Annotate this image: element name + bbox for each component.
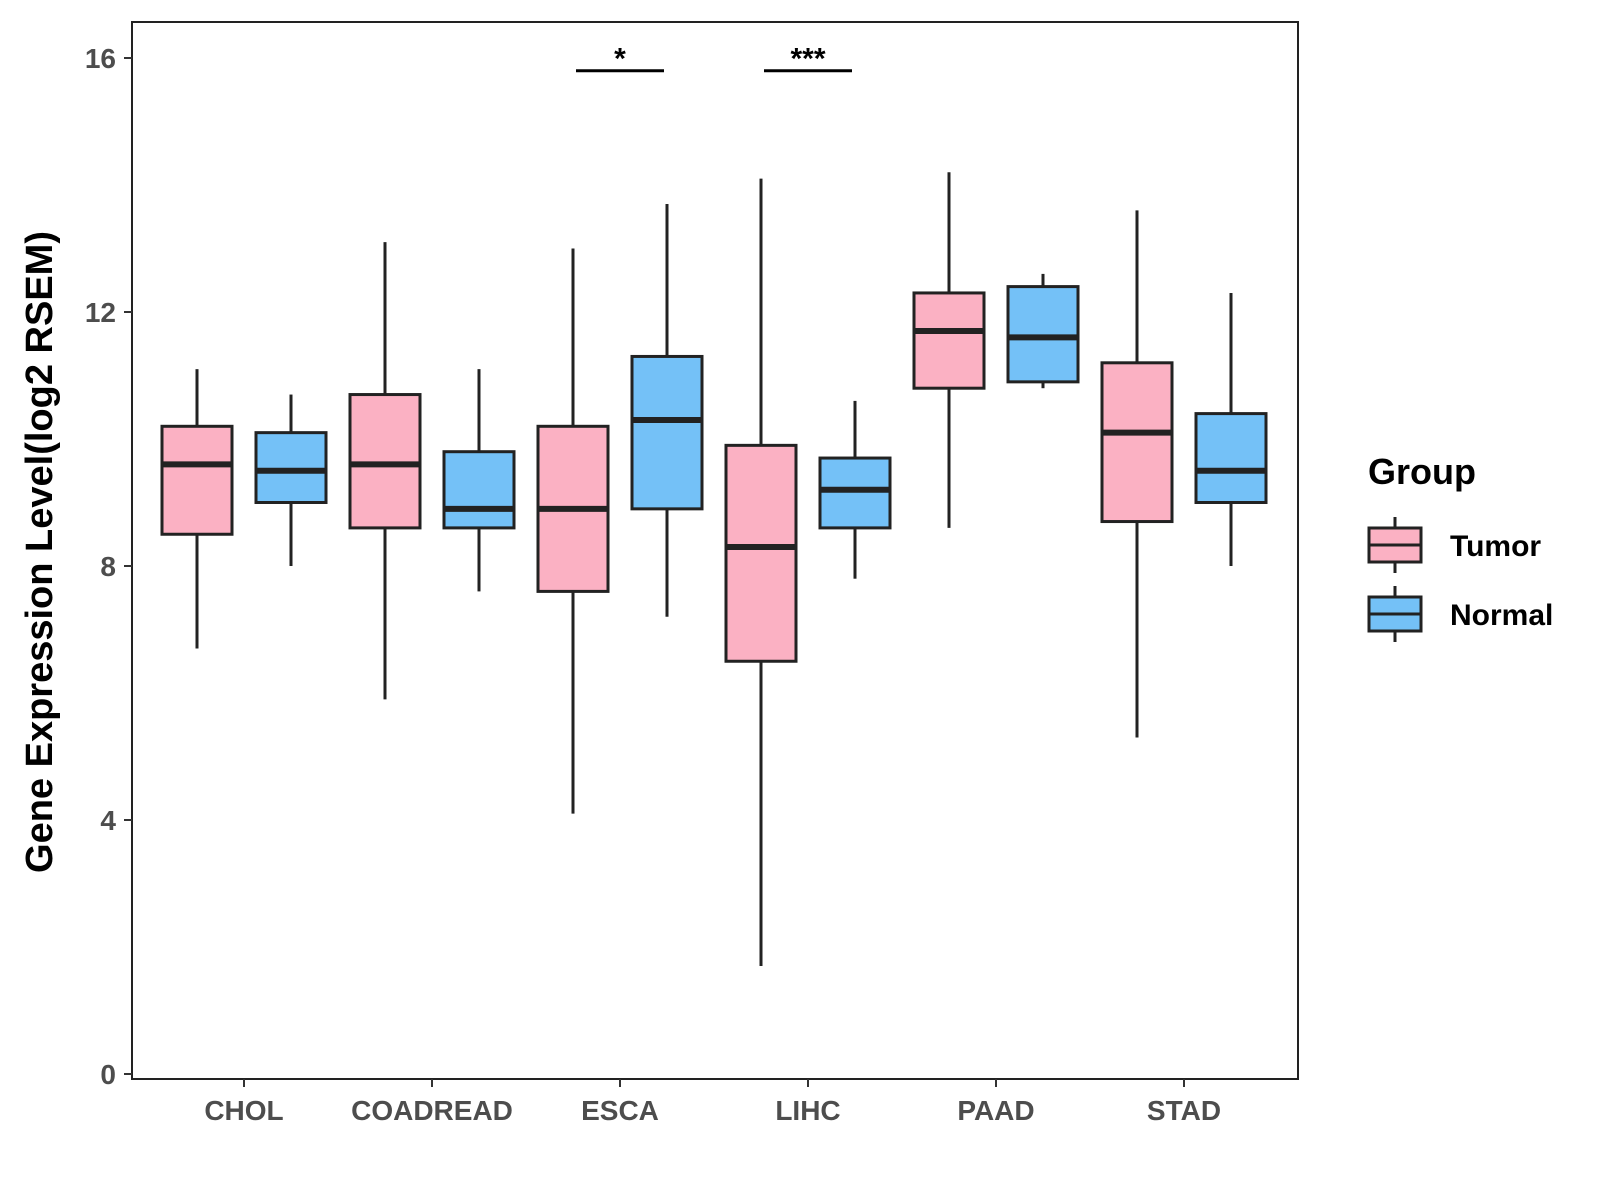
x-tick-label-lihc: LIHC bbox=[775, 1095, 840, 1126]
y-tick-label: 8 bbox=[100, 551, 116, 582]
y-tick-label: 4 bbox=[100, 805, 116, 836]
legend-key-tumor bbox=[1367, 517, 1423, 573]
box-normal-lihc bbox=[818, 400, 892, 579]
box-tumor-stad bbox=[1100, 210, 1174, 738]
box-body bbox=[160, 424, 234, 536]
box-body bbox=[1100, 361, 1174, 524]
box-normal-paad bbox=[1006, 273, 1080, 389]
box-body bbox=[442, 450, 516, 530]
y-tick-label: 0 bbox=[100, 1059, 116, 1090]
box-body bbox=[1194, 412, 1268, 505]
box-tumor-paad bbox=[912, 172, 986, 528]
significance-label: *** bbox=[790, 43, 825, 76]
y-axis-title: Gene Expression Level(log2 RSEM) bbox=[19, 231, 61, 873]
y-axis: 0 4 8 12 16 bbox=[85, 43, 132, 1090]
box-tumor-chol bbox=[160, 369, 234, 649]
x-tick-label-chol: CHOL bbox=[204, 1095, 283, 1126]
box-body bbox=[1006, 285, 1080, 384]
legend-title: Group bbox=[1368, 451, 1476, 492]
y-tick-label: 16 bbox=[85, 43, 116, 74]
box-normal-esca bbox=[630, 204, 704, 617]
box-tumor-coadread bbox=[348, 242, 422, 700]
box-normal-coadread bbox=[442, 369, 516, 592]
plot-border bbox=[131, 21, 1299, 1080]
box-tumor-esca bbox=[536, 248, 610, 814]
x-axis: CHOL COADREAD ESCA LIHC PAAD STAD bbox=[204, 1079, 1221, 1126]
box-body bbox=[348, 393, 422, 530]
plot-panel: * *** bbox=[131, 21, 1299, 1080]
box-body bbox=[254, 431, 328, 504]
legend-label-tumor: Tumor bbox=[1450, 530, 1541, 563]
x-tick-label-stad: STAD bbox=[1147, 1095, 1221, 1126]
box-normal-stad bbox=[1194, 292, 1268, 566]
legend: Group Tumor Normal bbox=[1367, 451, 1553, 642]
significance-label: * bbox=[614, 43, 626, 76]
x-tick-label-coadread: COADREAD bbox=[351, 1095, 513, 1126]
box-body bbox=[630, 354, 704, 511]
legend-label-normal: Normal bbox=[1450, 599, 1553, 632]
box-normal-chol bbox=[254, 394, 328, 566]
box-tumor-lihc bbox=[724, 178, 798, 967]
box-body bbox=[724, 443, 798, 663]
box-body bbox=[818, 456, 892, 530]
x-tick-label-esca: ESCA bbox=[581, 1095, 659, 1126]
box-body bbox=[912, 291, 986, 390]
y-tick-label: 12 bbox=[85, 297, 116, 328]
legend-key-normal bbox=[1367, 586, 1423, 642]
x-tick-label-paad: PAAD bbox=[957, 1095, 1034, 1126]
